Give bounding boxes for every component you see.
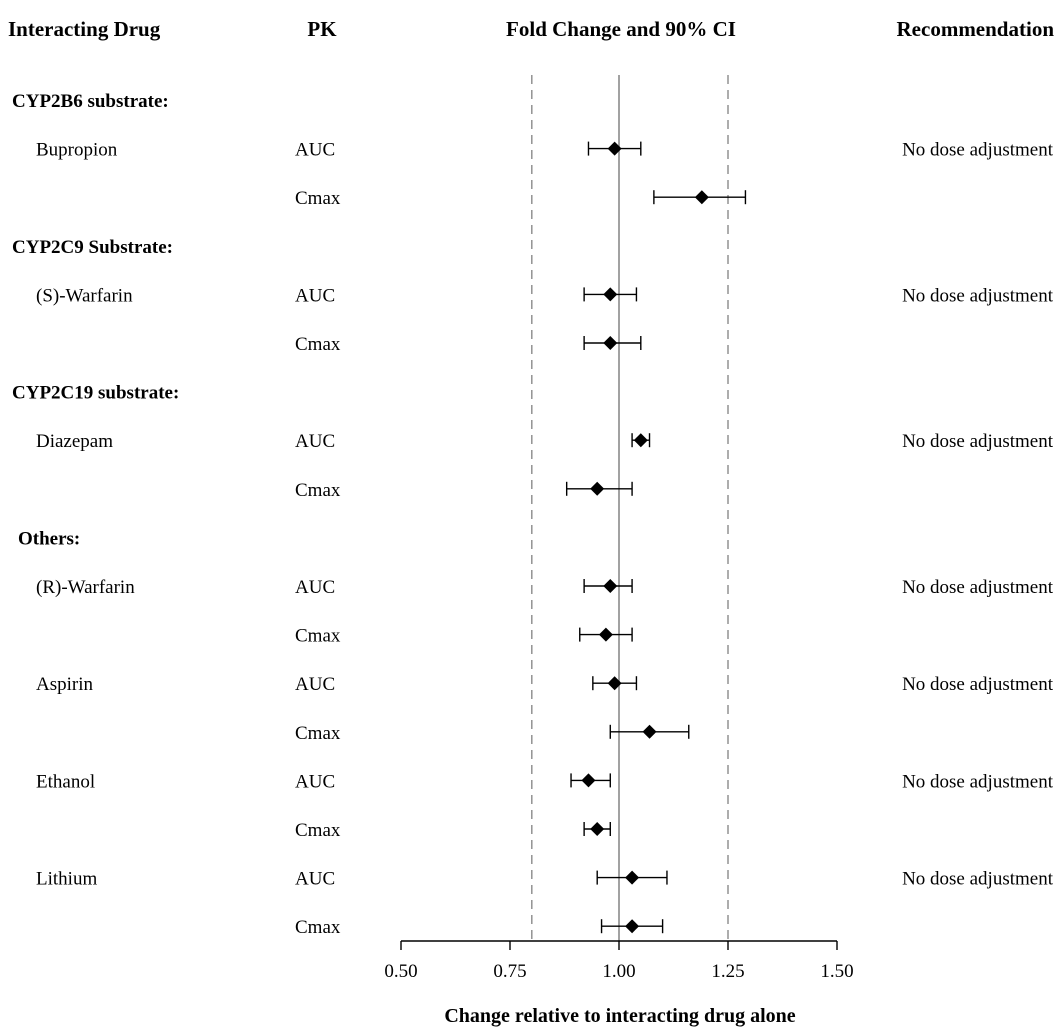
x-tick-label: 1.25 (711, 961, 744, 982)
pk-label: Cmax (295, 480, 341, 501)
point-estimate-marker (607, 676, 622, 691)
group-label: CYP2B6 substrate: (12, 91, 169, 112)
recommendation-label: No dose adjustment (902, 674, 1054, 695)
drug-label: (R)-Warfarin (36, 577, 135, 598)
drug-label: Bupropion (36, 140, 118, 161)
header-recommendation: Recommendation (897, 17, 1055, 41)
point-estimate-marker (607, 141, 622, 156)
recommendation-label: No dose adjustment (902, 431, 1054, 452)
group-label: CYP2C9 Substrate: (12, 237, 173, 258)
point-estimate-marker (633, 433, 648, 448)
point-estimate-marker (598, 627, 613, 642)
pk-label: Cmax (295, 626, 341, 647)
header-fold-change: Fold Change and 90% CI (506, 17, 736, 41)
recommendation-label: No dose adjustment (902, 869, 1054, 890)
pk-label: AUC (295, 869, 335, 890)
header-pk: PK (307, 17, 337, 41)
pk-label: Cmax (295, 820, 341, 841)
pk-label: Cmax (295, 334, 341, 355)
recommendation-label: No dose adjustment (902, 577, 1054, 598)
pk-label: AUC (295, 771, 335, 792)
pk-label: AUC (295, 431, 335, 452)
drug-label: Lithium (36, 869, 97, 890)
point-estimate-marker (603, 579, 618, 593)
pk-label: AUC (295, 285, 335, 306)
header-interacting-drug: Interacting Drug (8, 17, 161, 41)
x-tick-label: 1.50 (820, 961, 853, 982)
pk-label: AUC (295, 674, 335, 695)
point-estimate-marker (603, 287, 618, 302)
x-axis-label: Change relative to interacting drug alon… (444, 1005, 795, 1027)
x-tick-label: 1.00 (602, 961, 635, 982)
point-estimate-marker (590, 481, 605, 496)
drug-label: (S)-Warfarin (36, 285, 133, 306)
point-estimate-marker (581, 773, 596, 788)
point-estimate-marker (625, 919, 640, 934)
point-estimate-marker (590, 822, 605, 836)
recommendation-label: No dose adjustment (902, 285, 1054, 306)
group-label: Others: (18, 528, 80, 549)
point-estimate-marker (603, 336, 618, 350)
recommendation-label: No dose adjustment (902, 140, 1054, 161)
drug-label: Aspirin (36, 674, 94, 695)
group-label: CYP2C19 substrate: (12, 383, 179, 404)
pk-label: AUC (295, 577, 335, 598)
x-tick-label: 0.50 (384, 961, 417, 982)
pk-label: Cmax (295, 917, 341, 938)
pk-label: AUC (295, 140, 335, 161)
recommendation-label: No dose adjustment (902, 771, 1054, 792)
drug-label: Ethanol (36, 771, 95, 792)
point-estimate-marker (642, 724, 657, 739)
point-estimate-marker (625, 870, 640, 885)
x-tick-label: 0.75 (493, 961, 526, 982)
point-estimate-marker (694, 190, 709, 205)
pk-label: Cmax (295, 188, 341, 209)
pk-label: Cmax (295, 723, 341, 744)
drug-label: Diazepam (36, 431, 113, 452)
